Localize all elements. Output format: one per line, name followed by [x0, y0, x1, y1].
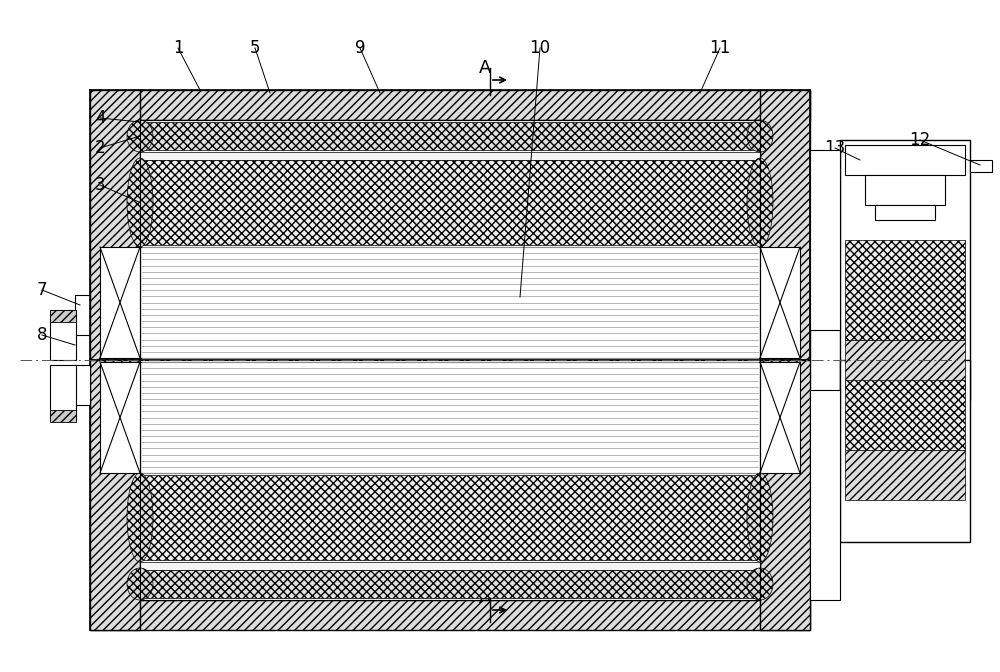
Bar — [75, 365, 90, 405]
Bar — [50, 310, 76, 322]
Bar — [845, 240, 965, 340]
Text: 8: 8 — [37, 326, 47, 344]
Text: A: A — [479, 59, 491, 77]
Bar — [140, 152, 760, 160]
Bar — [845, 340, 965, 390]
Ellipse shape — [127, 120, 153, 152]
Bar — [140, 475, 760, 560]
Bar — [760, 362, 800, 473]
Bar — [100, 247, 140, 358]
Ellipse shape — [127, 473, 153, 562]
Bar — [90, 90, 140, 360]
Bar — [140, 562, 760, 570]
Bar — [865, 175, 945, 205]
Bar — [140, 247, 760, 358]
Bar — [840, 140, 970, 400]
Ellipse shape — [747, 158, 773, 247]
Text: 4: 4 — [95, 109, 105, 127]
Bar — [50, 410, 76, 422]
Bar — [845, 380, 965, 450]
Bar — [840, 360, 970, 542]
Ellipse shape — [747, 473, 773, 562]
Bar — [760, 247, 800, 358]
Bar — [90, 600, 810, 630]
Bar — [140, 570, 760, 598]
Bar — [75, 295, 90, 335]
Text: 13: 13 — [824, 139, 846, 157]
Text: 12: 12 — [909, 131, 931, 149]
Ellipse shape — [127, 568, 153, 600]
Bar — [970, 160, 992, 172]
Bar — [90, 90, 810, 120]
Text: 5: 5 — [250, 39, 260, 57]
Bar — [845, 145, 965, 175]
Bar — [810, 150, 840, 330]
Text: 3: 3 — [95, 176, 105, 194]
Text: 11: 11 — [709, 39, 731, 57]
Bar — [50, 310, 76, 360]
Text: 1: 1 — [173, 39, 183, 57]
Bar — [140, 362, 760, 473]
Ellipse shape — [127, 158, 153, 247]
Text: 7: 7 — [37, 281, 47, 299]
Bar — [90, 360, 810, 630]
Bar — [760, 90, 810, 360]
Bar — [100, 362, 140, 473]
Bar — [810, 390, 840, 600]
Text: A: A — [479, 589, 491, 607]
Bar — [140, 120, 760, 360]
Bar — [50, 365, 76, 420]
Text: 2: 2 — [95, 139, 105, 157]
Ellipse shape — [747, 568, 773, 600]
Bar — [140, 122, 760, 150]
Text: 10: 10 — [529, 39, 551, 57]
Bar — [140, 160, 760, 245]
Text: 9: 9 — [355, 39, 365, 57]
Bar — [760, 360, 810, 630]
Bar — [875, 205, 935, 220]
Bar — [140, 360, 760, 600]
Bar — [90, 360, 140, 630]
Ellipse shape — [747, 120, 773, 152]
Bar — [845, 450, 965, 500]
